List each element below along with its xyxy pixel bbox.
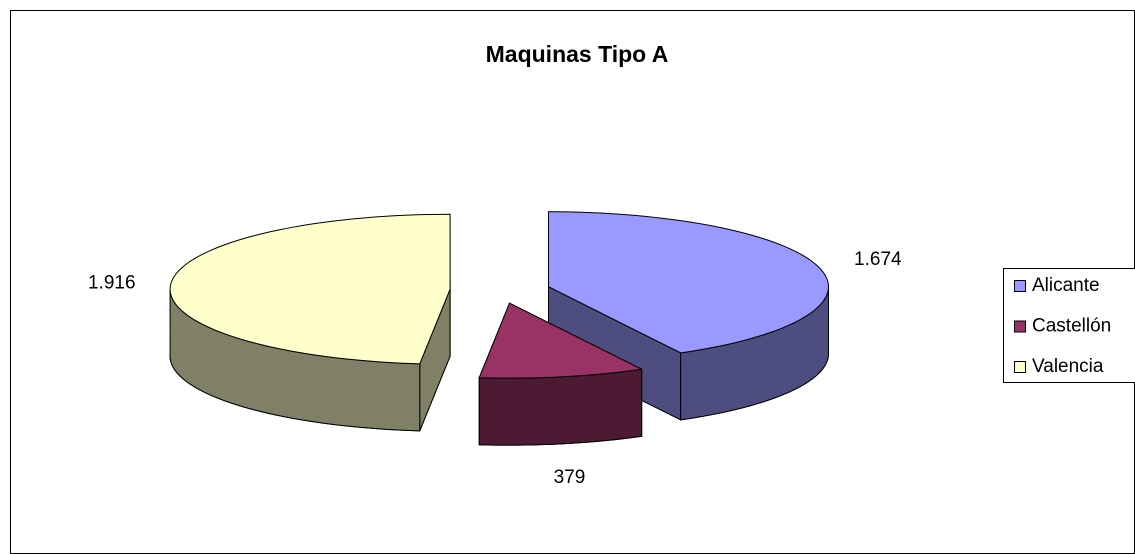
slice-top xyxy=(169,213,451,365)
legend-label: Valencia xyxy=(1032,356,1104,377)
data-label: 1.916 xyxy=(88,272,136,293)
legend-label: Castellón xyxy=(1032,316,1111,337)
legend-label: Alicante xyxy=(1032,275,1100,296)
legend-swatch xyxy=(1014,320,1026,333)
legend-swatch xyxy=(1014,361,1026,373)
slice-outer-wall xyxy=(478,368,643,446)
data-label: 379 xyxy=(554,467,586,488)
slice xyxy=(169,213,451,432)
slice-top xyxy=(478,302,643,379)
legend-swatch xyxy=(1014,280,1026,292)
slice xyxy=(478,302,643,446)
data-label: 1.674 xyxy=(854,249,902,270)
slice-top xyxy=(548,211,829,354)
chart-title: Maquinas Tipo A xyxy=(486,41,669,67)
